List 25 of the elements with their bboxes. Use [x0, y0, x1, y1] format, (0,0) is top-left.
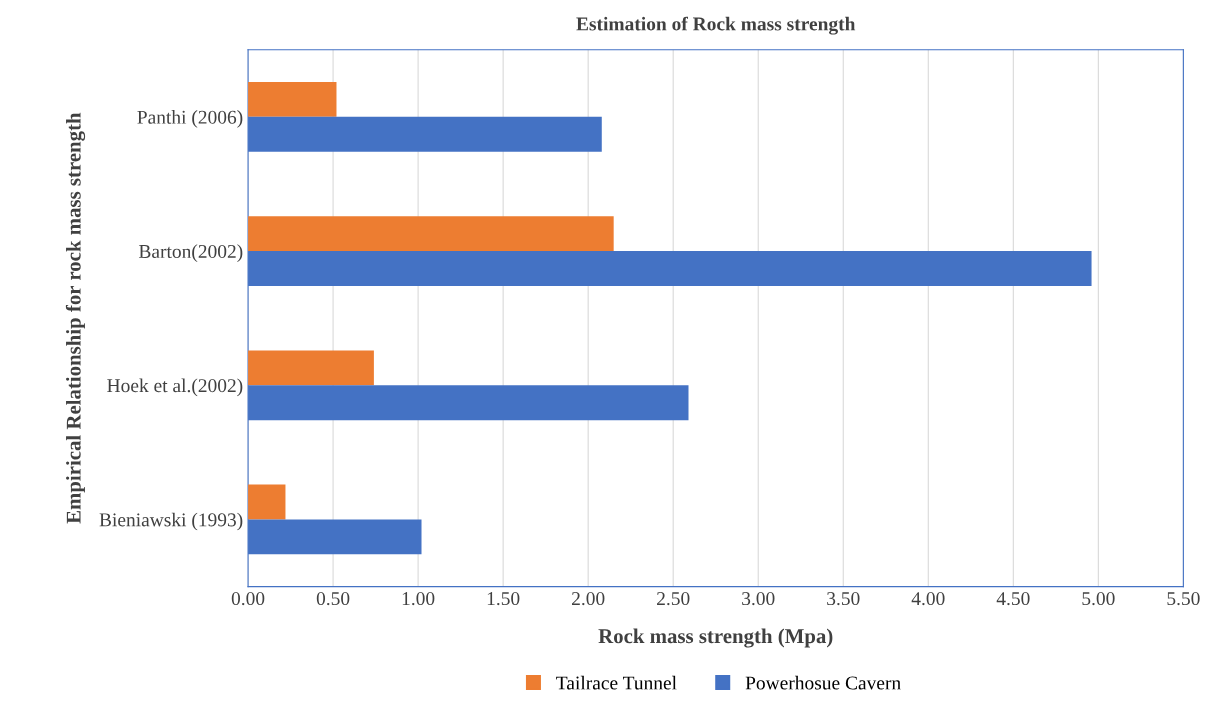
y-axis-title: Empirical Relationship for rock mass strength [65, 112, 86, 524]
x-tick-label: 5.50 [1167, 592, 1200, 606]
x-tick-label: 3.50 [827, 592, 860, 606]
y-tick-label: Bieniawski (1993) [99, 512, 243, 531]
x-tick-label: 4.00 [911, 592, 945, 606]
bar [248, 350, 374, 386]
bar [248, 216, 614, 252]
chart-title: Estimation of Rock mass strength [576, 16, 856, 35]
x-tick-label: 2.00 [572, 592, 605, 606]
bar [248, 484, 286, 520]
x-tick-label: 0.50 [316, 592, 350, 606]
legend-label: Powerhosue Cavern [745, 675, 901, 690]
x-tick-label: 3.00 [742, 592, 775, 606]
bar [248, 81, 337, 117]
x-tick-label: 0.00 [231, 592, 265, 606]
x-tick-label: 1.50 [487, 592, 520, 606]
x-tick-label: 1.00 [402, 592, 435, 606]
x-tick-label: 5.00 [1082, 592, 1115, 606]
legend-label: Tailrace Tunnel [556, 675, 677, 690]
x-tick-label: 2.50 [657, 592, 690, 606]
x-axis-title: Rock mass strength (Mpa) [598, 628, 833, 648]
y-tick-label: Panthi (2006) [137, 110, 243, 128]
y-tick-label: Barton(2002) [138, 244, 243, 262]
y-tick-label: Hoek et al.(2002) [107, 378, 243, 397]
x-tick-label: 4.50 [996, 592, 1030, 606]
